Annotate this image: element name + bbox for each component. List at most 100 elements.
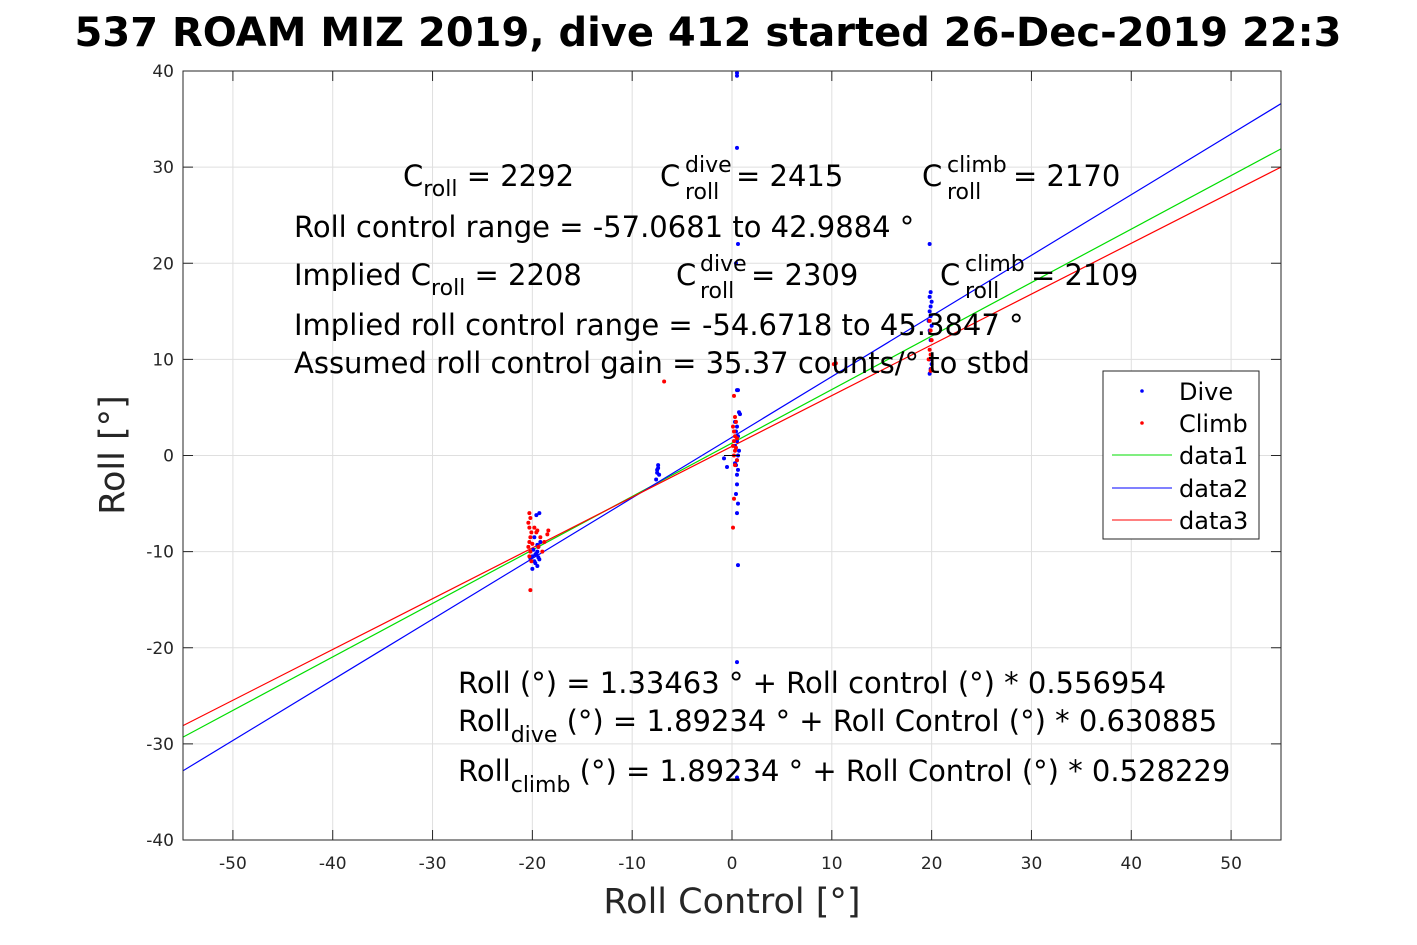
- y-tick-label: 10: [152, 350, 174, 370]
- point-dive: [927, 309, 932, 314]
- point-climb: [662, 379, 667, 384]
- point-dive: [928, 314, 933, 319]
- point-climb: [527, 525, 532, 530]
- point-dive: [531, 547, 536, 552]
- annotation-c-roll-dive-sup: dive: [685, 153, 732, 178]
- series-line-data1: [183, 148, 1281, 738]
- point-dive: [733, 491, 738, 496]
- point-dive: [734, 439, 739, 444]
- annotation-c-roll-climb: C: [922, 159, 942, 193]
- annotation-implied-c-roll-climb-sup: climb: [965, 252, 1025, 277]
- y-tick-label: -40: [146, 831, 174, 851]
- annotation-implied-c-roll-base: Implied C: [294, 258, 431, 292]
- point-climb: [732, 415, 737, 420]
- legend-label-data2: data2: [1179, 475, 1248, 503]
- point-climb: [526, 544, 531, 549]
- point-dive: [530, 566, 535, 571]
- annotation-roll-range: Roll control range = -57.0681 to 42.9884…: [294, 210, 914, 244]
- annotation-c-roll: Croll = 2292: [403, 159, 574, 202]
- point-dive: [734, 472, 739, 477]
- point-climb: [527, 540, 532, 545]
- point-climb: [527, 554, 532, 559]
- annotation-fit-climb: Rollclimb (°) = 1.89234 ° + Roll Control…: [458, 754, 1230, 798]
- point-climb: [833, 361, 838, 366]
- point-dive: [535, 564, 540, 569]
- point-dive: [734, 424, 739, 429]
- annotation-fit-climb-sub: climb: [511, 773, 571, 798]
- legend-label-dive: Dive: [1179, 378, 1233, 406]
- point-climb: [734, 458, 739, 463]
- annotation-c-roll-climb-sup: climb: [947, 153, 1007, 178]
- point-dive: [928, 290, 933, 295]
- point-climb: [733, 419, 738, 424]
- point-climb: [732, 463, 737, 468]
- point-climb: [530, 541, 535, 546]
- point-dive: [537, 511, 542, 516]
- annotation-implied-c-roll-value: = 2208: [465, 258, 582, 292]
- point-dive: [536, 555, 541, 560]
- point-climb: [536, 544, 541, 549]
- point-dive: [734, 511, 739, 516]
- annotation-fit-dive: Rolldive (°) = 1.89234 ° + Roll Control …: [458, 704, 1217, 748]
- series-line-data2: [183, 103, 1281, 772]
- point-climb: [732, 448, 737, 453]
- point-climb: [730, 443, 735, 448]
- annotation-implied-c-roll: Implied Croll = 2208: [294, 258, 582, 301]
- chart-title: 537 ROAM MIZ 2019, dive 412 started 26-D…: [75, 10, 1342, 56]
- point-climb: [538, 535, 543, 540]
- point-climb: [731, 496, 736, 501]
- x-tick-label: 10: [821, 854, 843, 874]
- legend-label-data3: data3: [1179, 507, 1248, 535]
- plot-content: [183, 71, 1281, 780]
- point-dive: [735, 388, 740, 393]
- annotation-c-roll-dive-sub: roll: [685, 180, 719, 205]
- x-tick-label: -30: [419, 854, 447, 874]
- point-dive: [929, 362, 934, 367]
- legend: Dive Climb data1 data2 data3: [1102, 370, 1260, 540]
- point-climb: [926, 357, 931, 362]
- point-climb: [928, 328, 933, 333]
- point-climb: [528, 535, 533, 540]
- annotation-fit-dive-base: Roll: [458, 704, 511, 738]
- x-tick-label: 40: [1120, 854, 1142, 874]
- point-climb: [528, 515, 533, 520]
- annotation-implied-c-roll-sub: roll: [431, 276, 465, 301]
- y-tick-label: -20: [146, 639, 174, 659]
- annotation-fit-climb-base: Roll: [458, 754, 511, 788]
- x-tick-label: 0: [727, 854, 738, 874]
- point-climb: [545, 532, 550, 537]
- annotation-c-roll-sub: roll: [423, 177, 457, 202]
- point-dive: [733, 261, 738, 266]
- point-climb: [527, 511, 532, 516]
- point-dive: [735, 563, 740, 568]
- point-climb: [731, 393, 736, 398]
- point-climb: [528, 549, 533, 554]
- annotation-c-roll-dive-value: = 2415: [736, 159, 843, 193]
- point-dive: [928, 304, 933, 309]
- x-tick-label: -40: [319, 854, 347, 874]
- point-dive: [538, 540, 543, 545]
- annotation-implied-range: Implied roll control range = -54.6718 to…: [294, 308, 1024, 342]
- point-dive: [734, 775, 739, 780]
- point-dive: [734, 482, 739, 487]
- annotation-c-roll-dive-base: C: [660, 159, 680, 193]
- point-dive: [927, 294, 932, 299]
- legend-marker-climb: [1140, 421, 1144, 425]
- annotation-implied-c-roll-climb-value: = 2109: [1031, 258, 1138, 292]
- point-climb: [927, 318, 932, 323]
- point-climb: [528, 588, 533, 593]
- point-dive: [725, 465, 730, 470]
- annotation-implied-c-roll-climb-sub: roll: [965, 279, 999, 304]
- point-dive: [655, 470, 660, 475]
- annotation-implied-c-roll-dive-base: C: [676, 258, 696, 292]
- point-climb: [928, 368, 933, 373]
- x-tick-label: -50: [219, 854, 247, 874]
- y-tick-label: 30: [152, 158, 174, 178]
- annotation-c-roll-climb-base: C: [922, 159, 942, 193]
- point-dive: [533, 561, 538, 566]
- plot-area: [183, 71, 1281, 780]
- point-climb: [927, 347, 932, 352]
- annotation-c-roll-value: = 2292: [458, 159, 575, 193]
- point-climb: [532, 525, 537, 530]
- point-climb: [529, 530, 534, 535]
